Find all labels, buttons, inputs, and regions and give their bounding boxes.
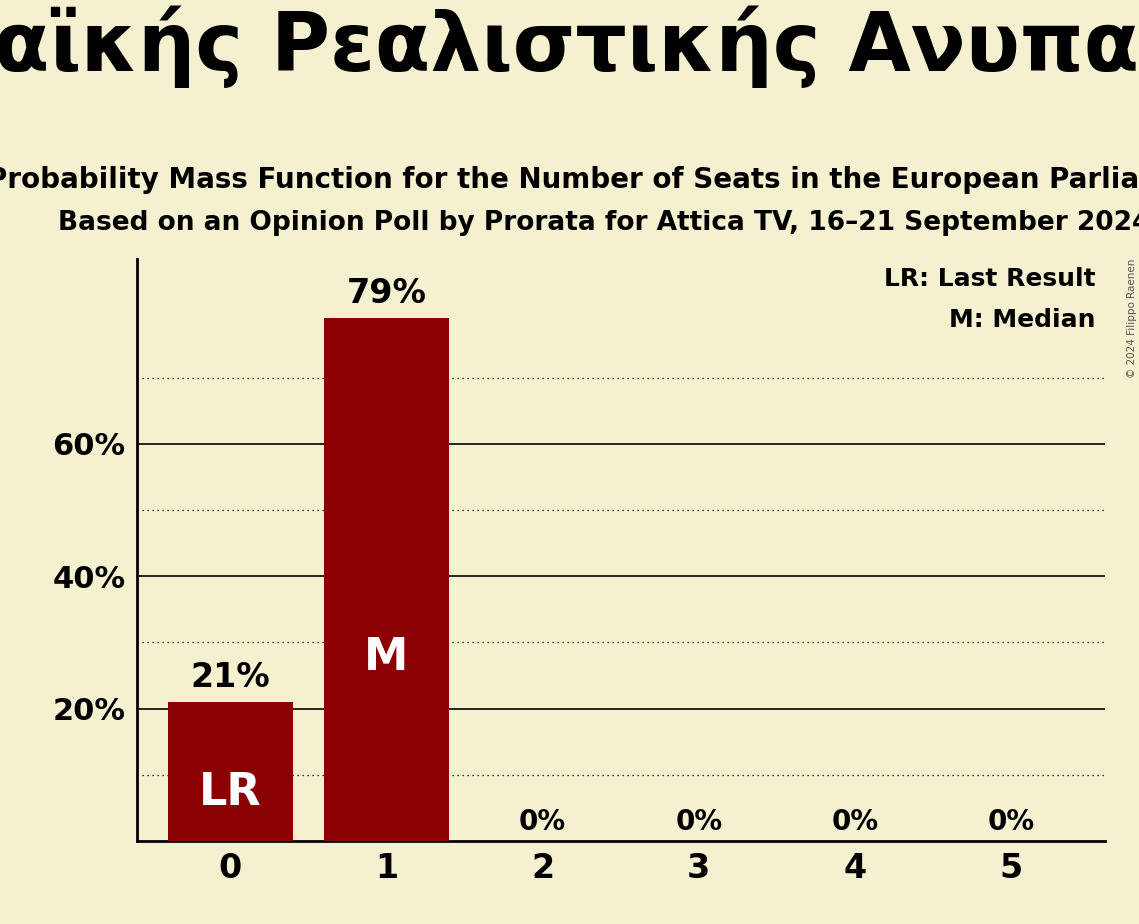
- Text: 0%: 0%: [988, 808, 1034, 835]
- Bar: [167, 702, 293, 841]
- Text: LR: LR: [199, 771, 262, 814]
- Text: 0%: 0%: [831, 808, 878, 835]
- Text: 21%: 21%: [190, 661, 270, 694]
- Text: 0%: 0%: [675, 808, 722, 835]
- Text: Μέτωπο Ευρωπαϊκής Ρεαλιστικής Ανυπακοής (GUE/NG: Μέτωπο Ευρωπαϊκής Ρεαλιστικής Ανυπακοής …: [0, 5, 1139, 88]
- Text: M: M: [364, 637, 409, 679]
- Bar: [325, 318, 449, 841]
- Text: LR: Last Result: LR: Last Result: [884, 267, 1095, 291]
- Text: Probability Mass Function for the Number of Seats in the European Parliament: Probability Mass Function for the Number…: [0, 166, 1139, 194]
- Text: 0%: 0%: [519, 808, 566, 835]
- Text: M: Median: M: Median: [949, 309, 1095, 333]
- Text: Based on an Opinion Poll by Prorata for Attica TV, 16–21 September 2024: Based on an Opinion Poll by Prorata for …: [58, 210, 1139, 236]
- Text: © 2024 Filippo Raenen: © 2024 Filippo Raenen: [1126, 259, 1137, 378]
- Text: 79%: 79%: [346, 277, 426, 310]
